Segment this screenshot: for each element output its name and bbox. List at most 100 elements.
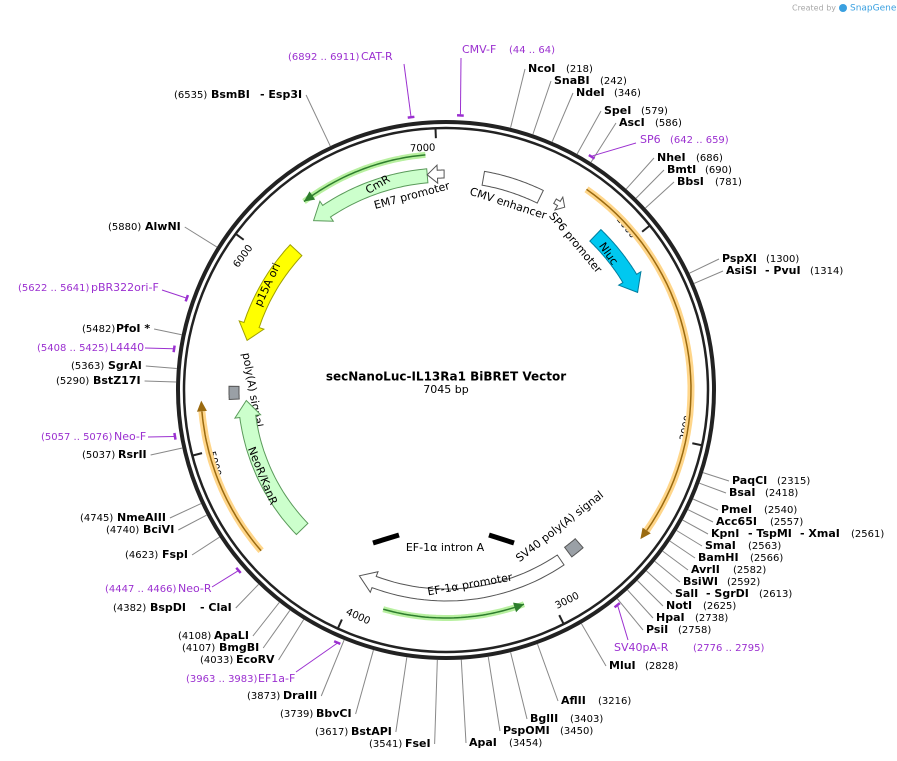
- credit: Created by: [792, 4, 836, 13]
- site-position: (3403): [570, 714, 603, 725]
- orf-line: [201, 411, 262, 552]
- site-position: (690): [705, 165, 732, 176]
- site-position: (2561): [851, 529, 884, 540]
- leader-line: [692, 498, 719, 511]
- primer-range: (5408 .. 5425): [37, 343, 109, 354]
- site-name: BsmBI: [211, 88, 250, 101]
- leader-line: [434, 659, 438, 745]
- primer-mark: [173, 432, 177, 440]
- site-position: (5482): [82, 324, 115, 335]
- site-name: NdeI: [576, 86, 605, 99]
- arrow-head: [303, 191, 316, 202]
- leader-line: [580, 623, 607, 667]
- leader-line: [637, 580, 664, 607]
- site-name: BsiWI: [683, 575, 718, 588]
- site-position: (2613): [759, 589, 792, 600]
- primer-leader: [403, 63, 412, 117]
- site-name: - SgrDI: [706, 587, 749, 600]
- leader-line: [169, 503, 202, 519]
- site-name: ApaI: [469, 736, 497, 749]
- site-position: (5290): [56, 376, 89, 387]
- site-position: (781): [715, 177, 742, 188]
- site-name: NmeAIII: [117, 511, 166, 524]
- site-name: NheI: [657, 151, 686, 164]
- site-position: (2418): [765, 488, 798, 499]
- site-name: HpaI: [656, 611, 685, 624]
- leader-line: [510, 68, 526, 128]
- primer-mark: [235, 567, 242, 574]
- site-position: (4745): [80, 513, 113, 524]
- site-name: KpnI: [711, 527, 739, 540]
- primer-range: (4447 .. 4466): [105, 584, 177, 595]
- intron-bar: [372, 532, 400, 546]
- primer-mark: [613, 602, 621, 609]
- feature: [589, 228, 642, 294]
- site-position: (3617): [315, 727, 348, 738]
- site-name: SpeI: [604, 104, 631, 117]
- brand: SnapGene: [850, 4, 897, 14]
- leader-line: [532, 80, 552, 135]
- site-name: MluI: [609, 659, 636, 672]
- feature: [426, 164, 445, 185]
- leader-line: [689, 258, 720, 274]
- primer-mark: [588, 153, 596, 160]
- site-name: BmgBI: [219, 641, 259, 654]
- arrow-head: [196, 400, 207, 412]
- leader-line: [551, 92, 574, 142]
- site-position: (218): [566, 64, 593, 75]
- leader-line: [702, 472, 730, 482]
- primer-leader: [459, 57, 462, 115]
- primer-name: Neo-F: [114, 430, 146, 443]
- site-position: (2566): [750, 553, 783, 564]
- site-name: - TspMI: [748, 527, 792, 540]
- leader-line: [682, 519, 709, 535]
- ruler-label: 6000: [232, 243, 256, 270]
- feature: [563, 537, 584, 558]
- site-position: (579): [641, 106, 668, 117]
- leader-line: [395, 657, 408, 733]
- site-name: BamHI: [698, 551, 739, 564]
- primer-mark: [333, 640, 341, 646]
- site-name: SgrAI: [108, 359, 142, 372]
- primer-range: (3963 .. 3983): [186, 674, 258, 685]
- site-name: Acc65I: [716, 515, 757, 528]
- site-position: (3454): [509, 738, 542, 749]
- site-name: BbvCI: [316, 707, 352, 720]
- primer-name: L4440: [110, 341, 144, 354]
- site-name: DraIII: [283, 689, 317, 702]
- site-position: (2582): [733, 565, 766, 576]
- leader-line: [537, 643, 559, 702]
- leader-line: [235, 584, 259, 609]
- backbone-outer: [176, 120, 716, 660]
- site-name: - ClaI: [200, 601, 232, 614]
- feature: [312, 168, 429, 222]
- site-name: PfoI *: [116, 322, 150, 335]
- ruler-label: 4000: [344, 607, 372, 628]
- leader-line: [178, 514, 207, 531]
- site-name: BspDI: [150, 601, 186, 614]
- site-name: RsrII: [118, 448, 147, 461]
- site-position: (5880): [108, 222, 141, 233]
- site-name: AlwNI: [145, 220, 181, 233]
- ruler-tick: [692, 442, 702, 447]
- site-name: ApaLI: [214, 629, 249, 642]
- site-name: AsiSI: [726, 264, 757, 277]
- site-position: (586): [655, 118, 682, 129]
- site-name: PspOMI: [503, 724, 550, 737]
- primer-mark: [407, 115, 415, 119]
- ruler-tick: [558, 614, 565, 624]
- ruler-label: 3000: [554, 590, 582, 611]
- site-position: (5037): [82, 450, 115, 461]
- site-name: BstAPI: [351, 725, 392, 738]
- site-name: FspI: [162, 548, 188, 561]
- leader-line: [576, 110, 602, 155]
- site-position: (686): [696, 153, 723, 164]
- site-name: BmtI: [667, 163, 696, 176]
- site-name: - PvuI: [765, 264, 801, 277]
- primer-leader: [161, 289, 186, 299]
- leader-line: [191, 536, 220, 556]
- ruler-tick: [193, 452, 203, 457]
- site-position: (4107): [182, 643, 215, 654]
- site-name: PspXI: [722, 252, 757, 265]
